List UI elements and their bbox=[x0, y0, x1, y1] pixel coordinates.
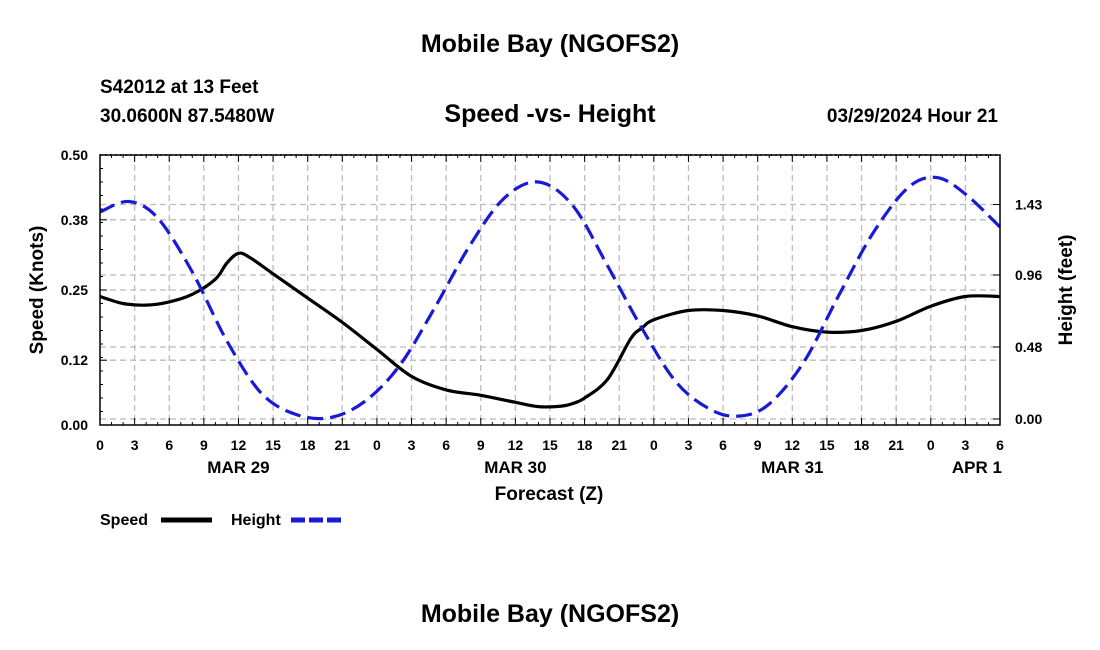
x-tick-label: 3 bbox=[961, 437, 969, 453]
label-layer: 0 3 6 9 12 15 18 21 0 3 6 9 12 15 18 21 0 3 6 9 12 15 18 21 0 3 60… bbox=[61, 147, 1043, 477]
x-tick-label: 9 bbox=[754, 437, 762, 453]
day-label: APR 1 bbox=[952, 458, 1002, 477]
series-height-line bbox=[99, 175, 1002, 421]
forecast-timestamp: 03/29/2024 Hour 21 bbox=[826, 106, 998, 127]
day-label: MAR 29 bbox=[207, 458, 269, 477]
chart-title: Mobile Bay (NGOFS2) bbox=[420, 30, 680, 58]
x-tick-label: 3 bbox=[131, 437, 139, 453]
y-axis-title: Speed (Knots) bbox=[27, 226, 48, 355]
x-tick-label: 21 bbox=[611, 437, 627, 453]
x-tick-label: 0 bbox=[96, 437, 104, 453]
x-tick-label: 21 bbox=[335, 437, 351, 453]
x-tick-label: 6 bbox=[719, 437, 727, 453]
x-tick-label: 15 bbox=[542, 437, 558, 453]
y-right-tick-label: 0.48 bbox=[1015, 339, 1042, 355]
x-tick-label: 12 bbox=[785, 437, 801, 453]
x-tick-label: 6 bbox=[442, 437, 450, 453]
x-tick-label: 15 bbox=[819, 437, 835, 453]
x-tick-label: 0 bbox=[650, 437, 658, 453]
x-tick-label: 15 bbox=[265, 437, 281, 453]
x-axis-title: Forecast (Z) bbox=[495, 484, 604, 505]
station-label: S42012 at 13 Feet bbox=[100, 77, 259, 98]
y-right-tick-label: 0.96 bbox=[1015, 267, 1042, 283]
legend-height-label: Height bbox=[231, 512, 281, 529]
series-layer bbox=[99, 175, 1002, 421]
legend: Speed Height bbox=[100, 512, 342, 529]
grid-layer bbox=[100, 155, 1000, 425]
y-tick-label: 0.25 bbox=[61, 282, 88, 298]
x-tick-label: 0 bbox=[927, 437, 935, 453]
x-tick-label: 18 bbox=[854, 437, 870, 453]
chart-subtitle: Speed -vs- Height bbox=[444, 100, 656, 128]
legend-speed-label: Speed bbox=[100, 512, 148, 529]
x-tick-label: 18 bbox=[577, 437, 593, 453]
x-tick-label: 6 bbox=[996, 437, 1004, 453]
y-right-tick-label: 0.00 bbox=[1015, 411, 1042, 427]
x-tick-label: 6 bbox=[165, 437, 173, 453]
x-tick-label: 21 bbox=[888, 437, 904, 453]
y-right-axis-title: Height (feet) bbox=[1056, 235, 1077, 346]
y-tick-label: 0.38 bbox=[61, 212, 88, 228]
day-label: MAR 31 bbox=[761, 458, 823, 477]
x-tick-label: 3 bbox=[408, 437, 416, 453]
x-tick-label: 0 bbox=[373, 437, 381, 453]
axis-layer bbox=[99, 154, 1001, 426]
day-label: MAR 30 bbox=[484, 458, 546, 477]
series-speed-line bbox=[99, 251, 1001, 409]
x-tick-label: 12 bbox=[231, 437, 247, 453]
y-right-tick-label: 1.43 bbox=[1015, 197, 1042, 213]
footer-title: Mobile Bay (NGOFS2) bbox=[420, 600, 680, 628]
y-tick-label: 0.12 bbox=[61, 352, 88, 368]
x-tick-label: 18 bbox=[300, 437, 316, 453]
station-coordinates: 30.0600N 87.5480W bbox=[100, 106, 275, 127]
x-tick-label: 3 bbox=[685, 437, 693, 453]
x-tick-label: 9 bbox=[200, 437, 208, 453]
x-tick-label: 12 bbox=[508, 437, 524, 453]
y-tick-label: 0.50 bbox=[61, 147, 88, 163]
x-tick-label: 9 bbox=[477, 437, 485, 453]
y-tick-label: 0.00 bbox=[61, 417, 88, 433]
